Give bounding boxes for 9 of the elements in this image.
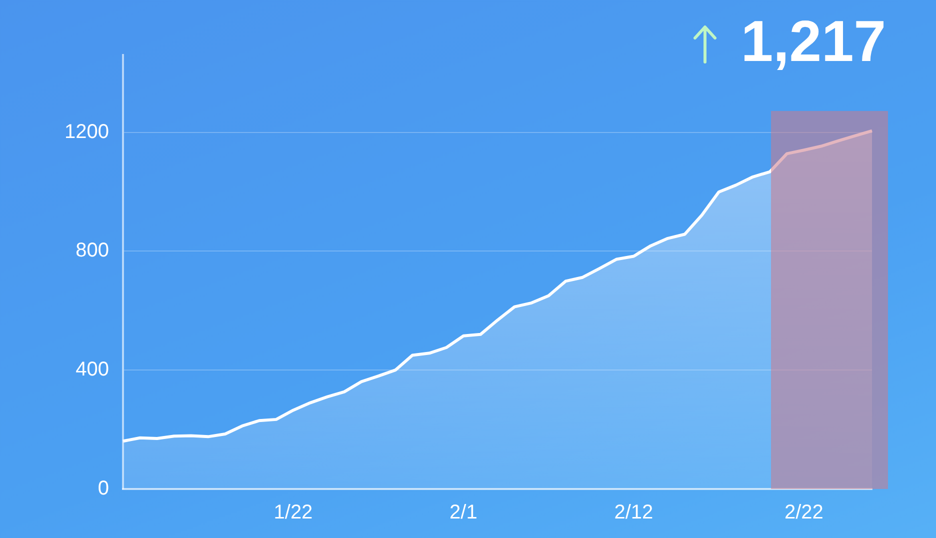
x-tick-label: 1/22 <box>274 502 313 524</box>
x-tick-label: 2/22 <box>784 502 824 524</box>
y-tick-label: 800 <box>76 240 109 262</box>
y-tick-label: 1200 <box>64 120 109 143</box>
x-tick-label: 2/12 <box>614 502 654 524</box>
annotation: 1,217 <box>740 8 886 75</box>
y-tick-label: 0 <box>98 478 109 500</box>
y-tick-label: 400 <box>76 358 109 381</box>
x-tick-label: 2/1 <box>450 502 478 524</box>
